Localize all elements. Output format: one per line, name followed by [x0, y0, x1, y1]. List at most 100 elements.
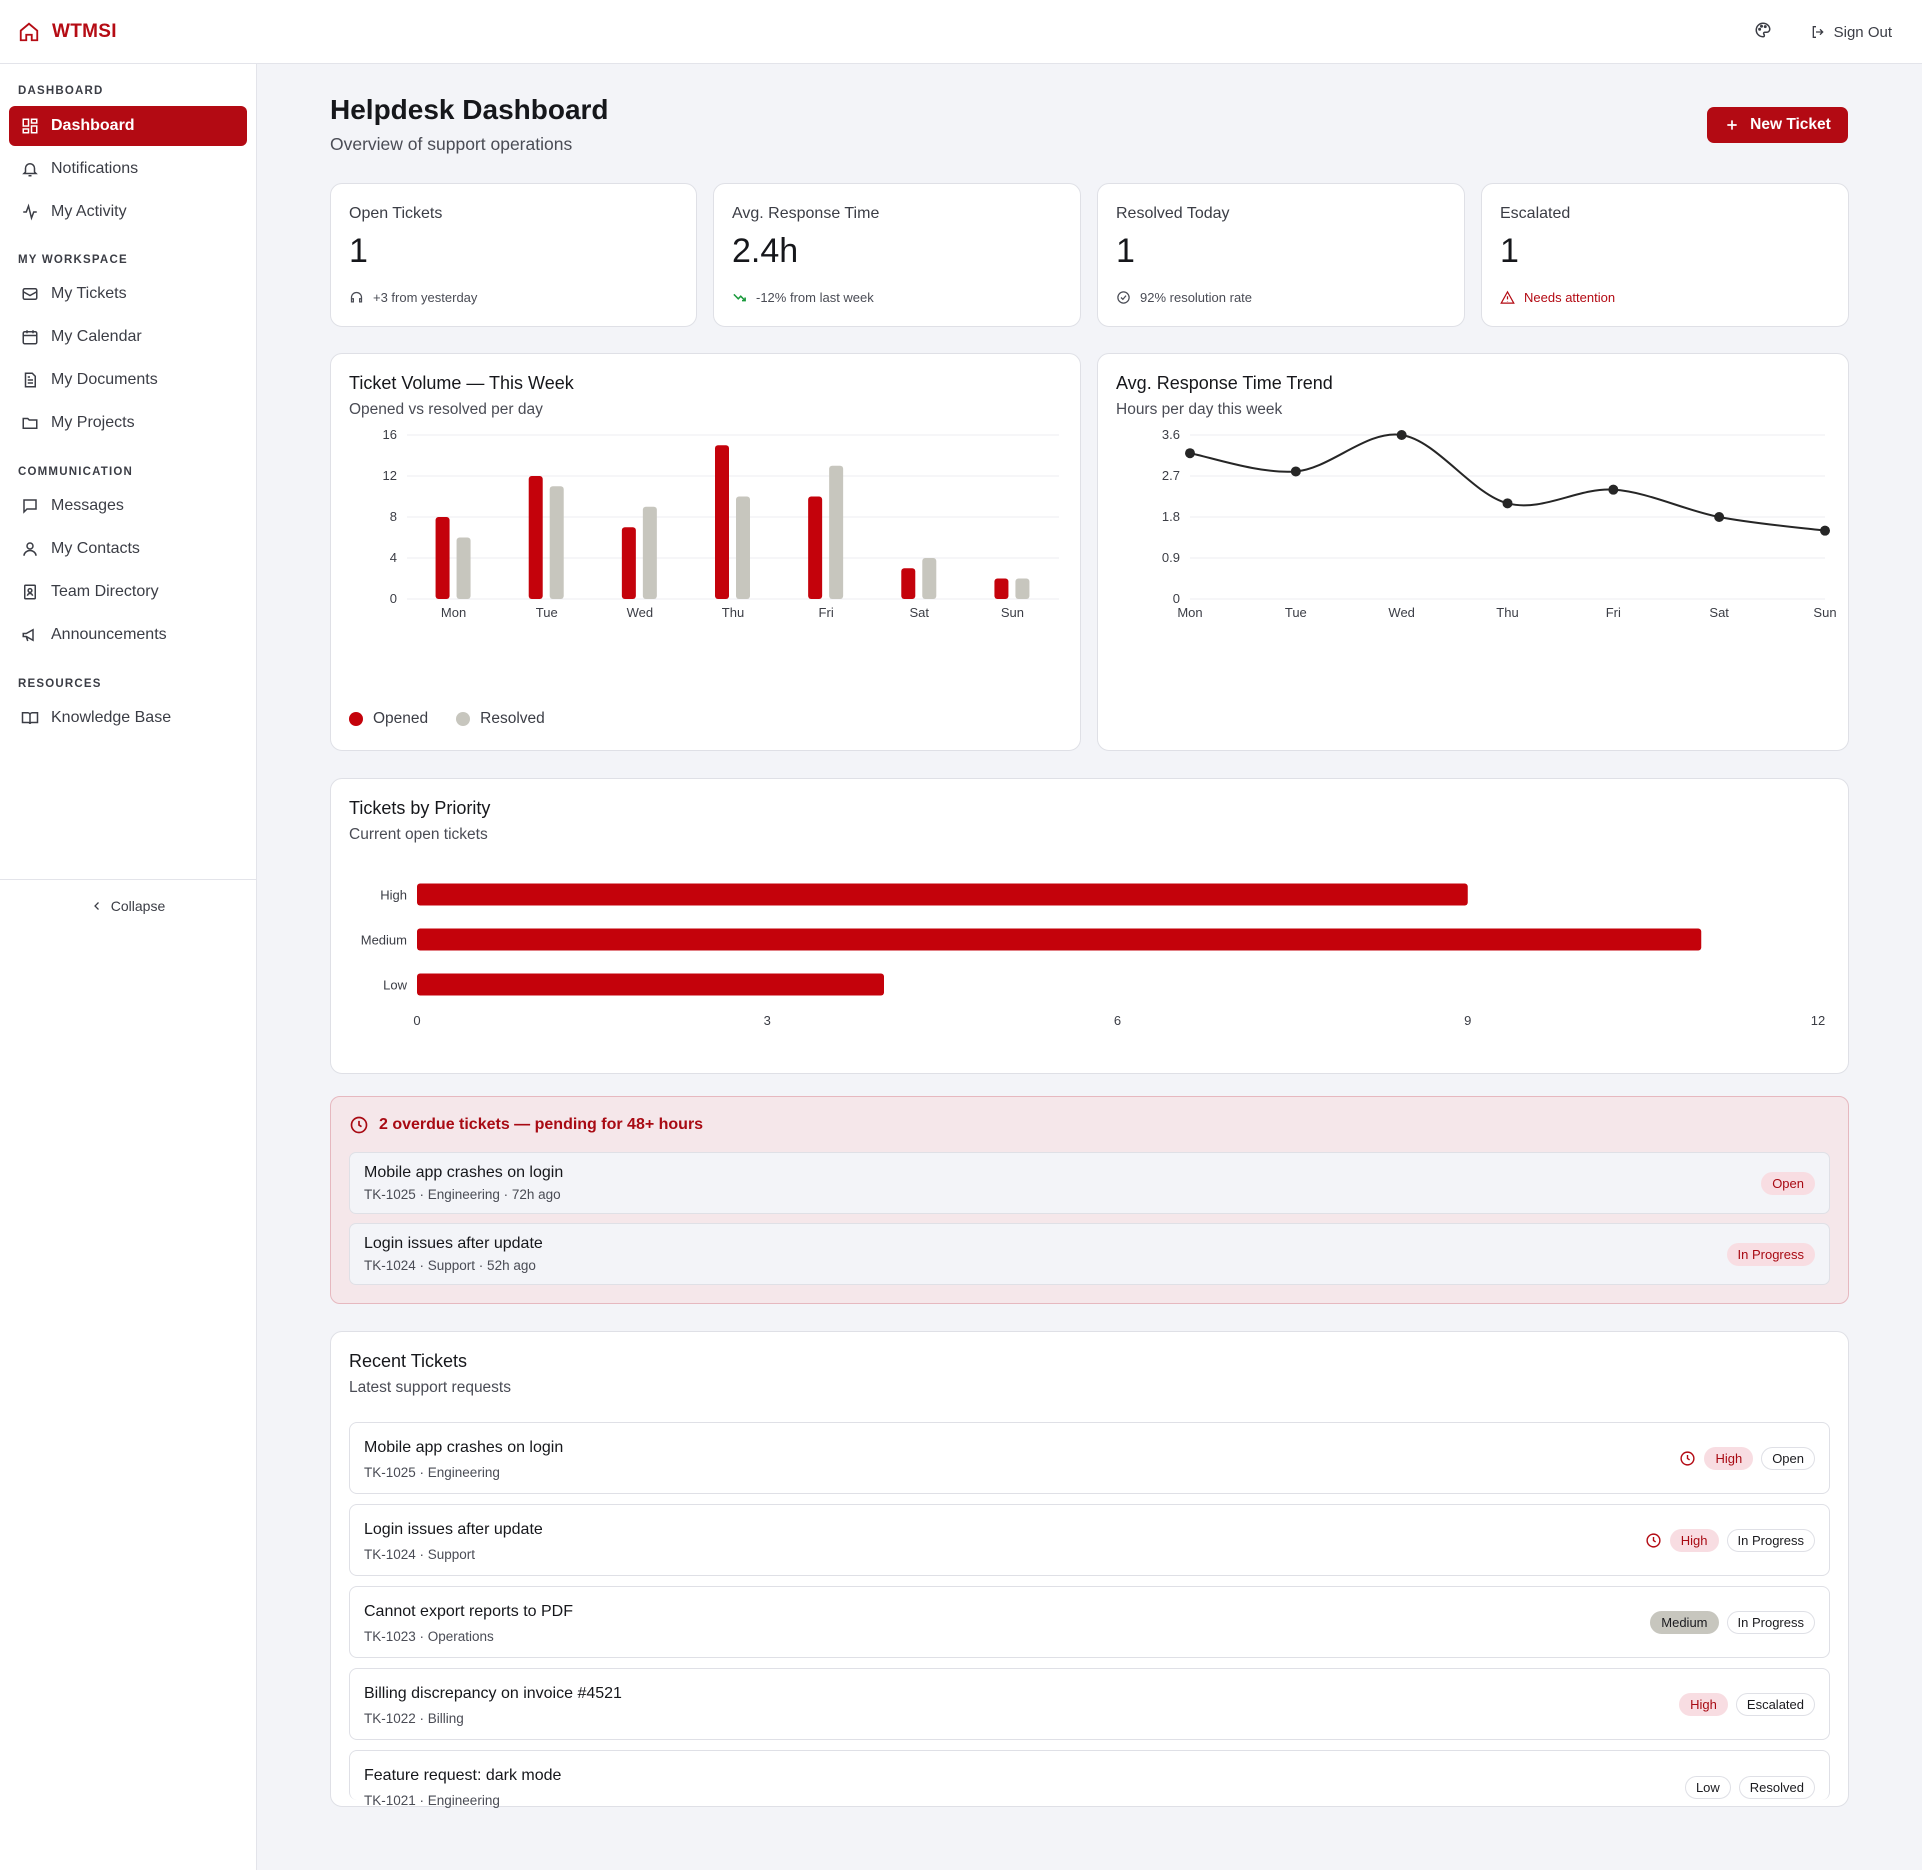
sidebar-item-label: My Documents [51, 371, 158, 388]
sidebar-item-tickets[interactable]: My Tickets [9, 274, 247, 314]
ticket-row[interactable]: Login issues after update TK-1024 · Supp… [349, 1504, 1830, 1576]
stat-value: 1 [1116, 232, 1135, 270]
ticket-title: Mobile app crashes on login [364, 1439, 564, 1456]
data-point [1185, 448, 1195, 459]
ticket-row[interactable]: Cannot export reports to PDF TK-1023 · O… [349, 1586, 1830, 1658]
sidebar-item-dashboard[interactable]: Dashboard [9, 106, 247, 146]
status-badge: In Progress [1726, 1242, 1815, 1266]
ticket-title: Billing discrepancy on invoice #4521 [364, 1685, 622, 1702]
message-icon [23, 499, 37, 514]
trending-down-icon [733, 293, 746, 302]
x-tick-label: Tue [1285, 605, 1307, 620]
sidebar-item-knowledge[interactable]: Knowledge Base [9, 698, 247, 738]
sidebar-item-documents[interactable]: My Documents [9, 360, 247, 400]
clock-icon [1680, 1450, 1696, 1466]
bar-opened [435, 517, 450, 599]
response-trend-card: Avg. Response Time Trend Hours per day t… [1097, 353, 1849, 751]
chart-subtitle: Current open tickets [349, 826, 488, 843]
palette-icon[interactable] [1754, 21, 1772, 43]
ticket-meta: TK-1025 · Engineering [364, 1465, 500, 1480]
y-tick-label: 1.8 [1162, 509, 1180, 524]
legend-swatch [456, 712, 471, 726]
sidebar-item-label: Dashboard [51, 117, 135, 134]
collapse-label: Collapse [110, 898, 166, 914]
y-tick-label: 3.6 [1162, 427, 1180, 442]
stat-value: 1 [1500, 232, 1519, 270]
overdue-alert: 2 overdue tickets — pending for 48+ hour… [330, 1096, 1849, 1304]
bar-opened [901, 568, 916, 599]
y-tick-label: 8 [390, 509, 397, 524]
x-tick-label: Thu [722, 605, 744, 620]
x-tick-label: Wed [1388, 605, 1415, 620]
stat-value: 1 [349, 232, 368, 270]
brand-name: WTMSI [52, 20, 117, 42]
overdue-row[interactable]: Login issues after update TK-1024 · Supp… [349, 1223, 1830, 1285]
sidebar-item-label: My Activity [51, 203, 127, 220]
bar-opened [621, 527, 636, 599]
new-ticket-button[interactable]: New Ticket [1707, 107, 1848, 143]
stat-label: Resolved Today [1116, 205, 1230, 222]
chart-title: Avg. Response Time Trend [1116, 373, 1333, 393]
x-tick-label: Wed [627, 605, 654, 620]
bar-opened [715, 445, 729, 599]
contact-book-icon [24, 584, 36, 600]
sidebar-item-activity[interactable]: My Activity [9, 192, 247, 232]
x-tick-label: Mon [1177, 605, 1202, 620]
priority-bar [417, 928, 1702, 951]
priority-card: Tickets by Priority Current open tickets… [330, 778, 1849, 1074]
brand[interactable]: WTMSI [18, 21, 117, 43]
sidebar-item-calendar[interactable]: My Calendar [9, 317, 247, 357]
sidebar-item-notifications[interactable]: Notifications [9, 149, 247, 189]
bar-opened [528, 476, 543, 599]
data-point [1820, 525, 1830, 536]
chart-legend: Opened Resolved [349, 710, 545, 728]
sidebar-item-messages[interactable]: Messages [9, 486, 247, 526]
section-workspace: MY WORKSPACE [18, 254, 128, 266]
document-icon [24, 372, 36, 388]
priority-bar [417, 973, 884, 996]
sidebar-item-contacts[interactable]: My Contacts [9, 529, 247, 569]
ticket-title: Login issues after update [364, 1521, 543, 1538]
sidebar-item-announcements[interactable]: Announcements [9, 615, 247, 655]
data-point [1502, 498, 1513, 509]
sidebar-item-projects[interactable]: My Projects [9, 403, 247, 443]
ticket-meta: TK-1024 · Support · 52h ago [364, 1258, 536, 1273]
ticket-title: Mobile app crashes on login [364, 1164, 564, 1181]
sidebar-item-directory[interactable]: Team Directory [9, 572, 247, 612]
bar-opened [808, 496, 823, 599]
x-tick-label: Tue [536, 605, 558, 620]
ticket-title: Cannot export reports to PDF [364, 1603, 573, 1620]
priority-badge: High [1704, 1446, 1754, 1470]
sign-out-button[interactable]: Sign Out [1810, 24, 1892, 41]
sidebar-item-label: My Calendar [51, 328, 142, 345]
overdue-row[interactable]: Mobile app crashes on login TK-1025 · En… [349, 1152, 1830, 1214]
data-point [1396, 430, 1407, 440]
sidebar-item-label: My Tickets [51, 285, 127, 302]
sidebar: DASHBOARD Dashboard Notifications My Act… [0, 64, 257, 1870]
section-resources: RESOURCES [18, 678, 102, 690]
priority-bar [417, 883, 1468, 906]
x-tick-label: Sat [1709, 605, 1729, 620]
y-tick-label: Low [383, 978, 407, 993]
sidebar-item-label: Announcements [51, 626, 167, 643]
collapse-button[interactable]: Collapse [0, 898, 256, 914]
legend-swatch [349, 712, 363, 726]
stat-foot: +3 from yesterday [349, 290, 477, 305]
x-tick-label: 0 [413, 1013, 420, 1028]
bar-opened [994, 578, 1009, 599]
ticket-row[interactable]: Billing discrepancy on invoice #4521 TK-… [349, 1668, 1830, 1740]
sidebar-item-label: Team Directory [51, 583, 159, 600]
ticket-row[interactable]: Feature request: dark mode TK-1021 · Eng… [349, 1750, 1830, 1808]
stat-label: Escalated [1500, 205, 1571, 222]
ticket-row[interactable]: Mobile app crashes on login TK-1025 · En… [349, 1422, 1830, 1494]
priority-badge: High [1669, 1528, 1719, 1552]
x-tick-label: Fri [819, 605, 834, 620]
bar-resolved [642, 506, 657, 599]
legend-label: Resolved [480, 710, 545, 727]
bar-resolved [549, 486, 564, 599]
headset-icon [350, 291, 363, 303]
data-point [1290, 466, 1301, 477]
plus-icon [1727, 120, 1737, 130]
x-tick-label: 3 [764, 1013, 771, 1028]
x-tick-label: Mon [441, 605, 466, 620]
